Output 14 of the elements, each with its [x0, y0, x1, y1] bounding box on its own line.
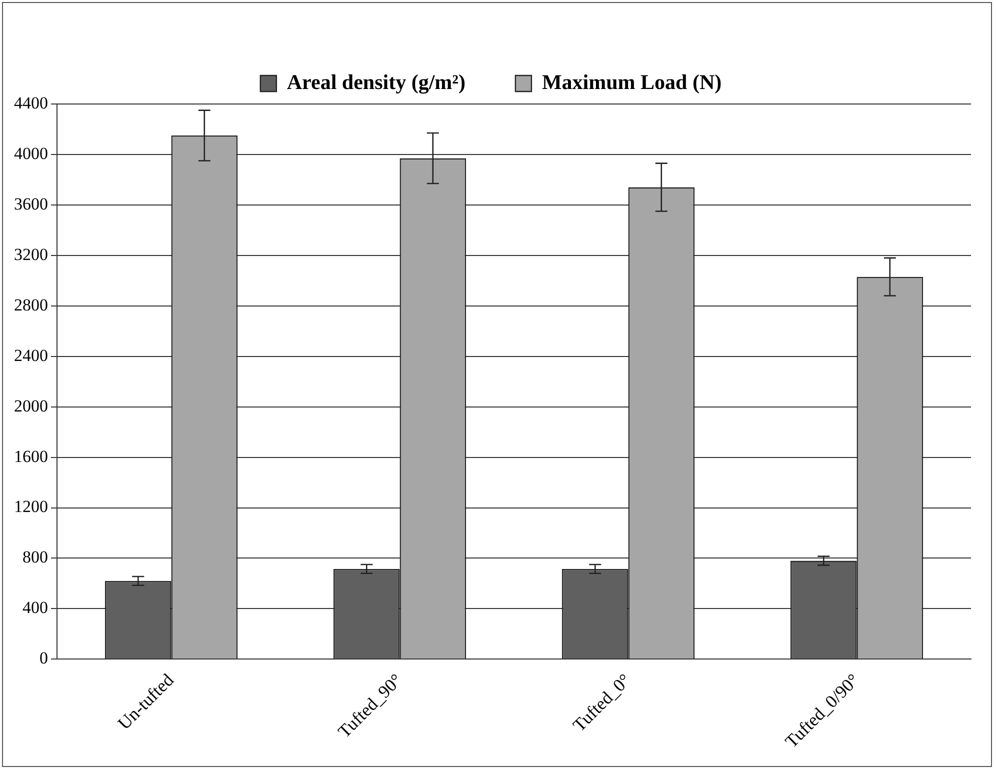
y-tick-label: 3200	[14, 244, 48, 264]
y-tick-label: 1200	[14, 497, 48, 516]
y-tick-label: 2800	[14, 295, 48, 314]
y-tick-label: 2000	[14, 396, 48, 416]
y-tick-label: 1600	[14, 446, 48, 466]
y-tick-label: 0	[40, 648, 48, 668]
y-tick-label: 800	[22, 548, 48, 567]
y-tick-label: 4400	[14, 93, 48, 112]
y-tick-label: 400	[22, 598, 48, 618]
y-tick-label: 4000	[14, 144, 48, 163]
y-tick-label: 2400	[14, 346, 48, 365]
legend-label: Maximum Load (N)	[542, 70, 722, 94]
y-tick-label: 3600	[14, 194, 48, 214]
legend-label: Areal density (g/m²)	[286, 70, 466, 94]
